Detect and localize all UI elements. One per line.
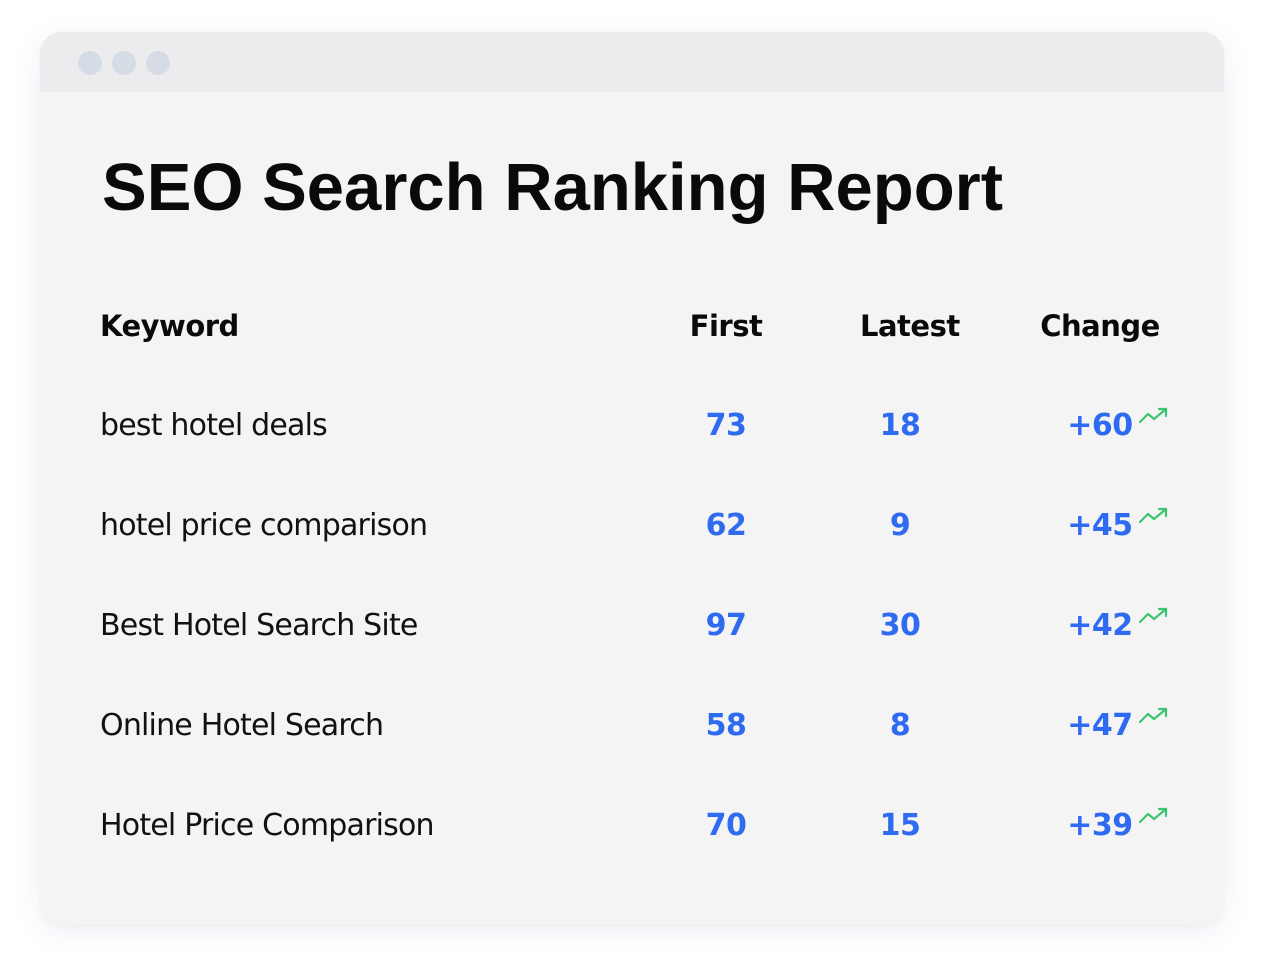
latest-rank-cell: 9 xyxy=(889,508,911,543)
change-value: +39 xyxy=(1067,808,1133,843)
report-window: SEO Search Ranking Report Keyword First … xyxy=(40,32,1224,925)
column-header-latest: Latest xyxy=(860,309,960,343)
window-dot-1 xyxy=(78,51,102,75)
change-value: +47 xyxy=(1067,708,1133,743)
window-dot-2 xyxy=(112,51,136,75)
window-titlebar xyxy=(40,32,1224,92)
trending-up-icon xyxy=(1138,707,1167,724)
first-rank-cell: 58 xyxy=(705,708,747,743)
table-row: Best Hotel Search Site 97 30 +42 xyxy=(100,596,1180,656)
change-value: +42 xyxy=(1067,608,1133,643)
column-header-first: First xyxy=(689,309,763,343)
first-rank-cell: 70 xyxy=(705,808,747,843)
column-header-keyword: Keyword xyxy=(100,309,239,343)
change-cell: +60 xyxy=(1020,396,1180,456)
first-rank-cell: 97 xyxy=(705,608,747,643)
trending-up-icon xyxy=(1138,507,1167,524)
table-row: hotel price comparison 62 9 +45 xyxy=(100,496,1180,556)
latest-rank-cell: 30 xyxy=(879,608,921,643)
keyword-cell: Online Hotel Search xyxy=(100,708,384,743)
latest-rank-cell: 15 xyxy=(879,808,921,843)
page-title: SEO Search Ranking Report xyxy=(102,150,1003,225)
column-header-change: Change xyxy=(1040,309,1160,343)
table-row: Online Hotel Search 58 8 +47 xyxy=(100,696,1180,756)
first-rank-cell: 73 xyxy=(705,408,747,443)
table-header: Keyword First Latest Change xyxy=(100,296,1180,356)
window-dot-3 xyxy=(146,51,170,75)
change-cell: +39 xyxy=(1020,796,1180,856)
keyword-cell: Hotel Price Comparison xyxy=(100,808,435,843)
trending-up-icon xyxy=(1138,807,1167,824)
latest-rank-cell: 18 xyxy=(879,408,921,443)
trending-up-icon xyxy=(1138,407,1167,424)
change-cell: +42 xyxy=(1020,596,1180,656)
first-rank-cell: 62 xyxy=(705,508,747,543)
latest-rank-cell: 8 xyxy=(889,708,911,743)
change-value: +60 xyxy=(1067,408,1133,443)
table-row: best hotel deals 73 18 +60 xyxy=(100,396,1180,456)
change-cell: +45 xyxy=(1020,496,1180,556)
trending-up-icon xyxy=(1138,607,1167,624)
keyword-cell: hotel price comparison xyxy=(100,508,428,543)
table-row: Hotel Price Comparison 70 15 +39 xyxy=(100,796,1180,856)
change-cell: +47 xyxy=(1020,696,1180,756)
change-value: +45 xyxy=(1067,508,1133,543)
keyword-cell: best hotel deals xyxy=(100,408,328,443)
keyword-cell: Best Hotel Search Site xyxy=(100,608,418,643)
